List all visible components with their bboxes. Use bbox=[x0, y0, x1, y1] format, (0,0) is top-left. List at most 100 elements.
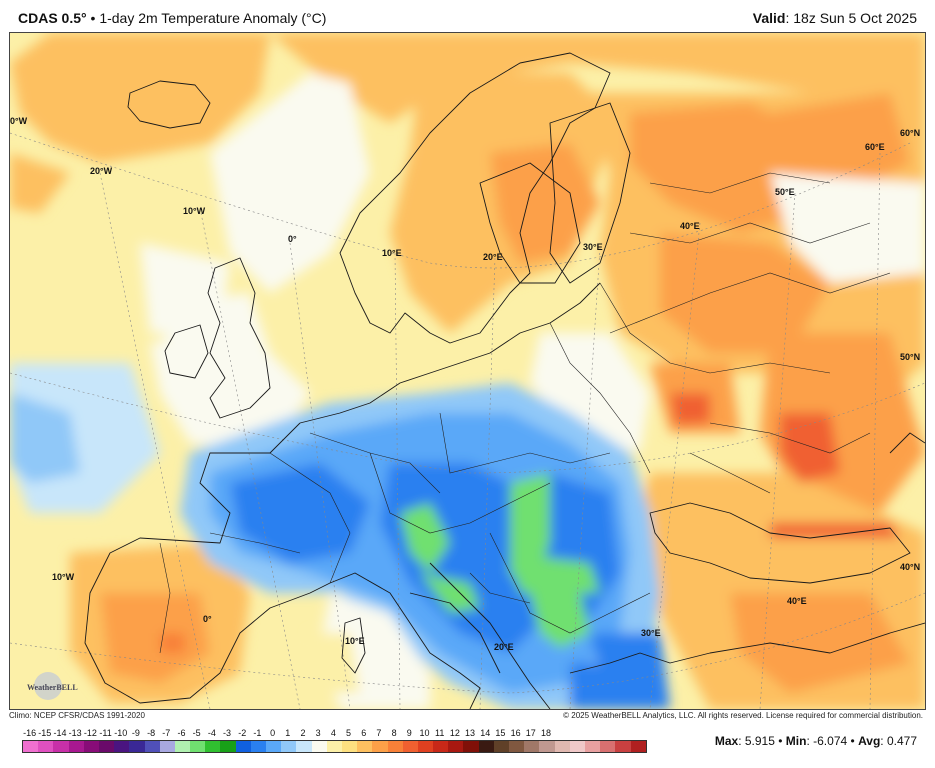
grid-label: 0° bbox=[288, 234, 297, 244]
colorbar-tick-label: -14 bbox=[53, 728, 67, 738]
colorbar-swatch bbox=[190, 741, 206, 752]
min-value: : -6.074 bbox=[806, 734, 848, 748]
colorbar-swatch bbox=[98, 741, 115, 752]
colorbar-swatch bbox=[341, 741, 358, 752]
colorbar-swatch bbox=[554, 741, 570, 752]
header: CDAS 0.5° • 1-day 2m Temperature Anomaly… bbox=[0, 0, 935, 32]
colorbar-swatch bbox=[372, 741, 388, 752]
colorbar-swatch bbox=[569, 741, 585, 752]
colorbar-swatch bbox=[433, 741, 449, 752]
colorbar-tick-label: 13 bbox=[465, 728, 476, 738]
colorbar-tick-label: 3 bbox=[315, 728, 321, 738]
grid-label: 30°E bbox=[583, 242, 603, 252]
colorbar-tick-label: 0 bbox=[270, 728, 276, 738]
colorbar-swatch bbox=[539, 741, 555, 752]
grid-label: 50°E bbox=[775, 187, 795, 197]
grid-label: 20°E bbox=[483, 252, 503, 262]
colorbar-swatch bbox=[584, 741, 601, 752]
colorbar-swatch bbox=[266, 741, 282, 752]
colorbar-tick-label: 6 bbox=[361, 728, 367, 738]
colorbar-tick-label: 1 bbox=[285, 728, 291, 738]
colorbar-swatch bbox=[326, 741, 342, 752]
valid-time-value: : 18z Sun 5 Oct 2025 bbox=[785, 10, 917, 26]
colorbar-swatch bbox=[250, 741, 266, 752]
colorbar-swatch bbox=[53, 741, 69, 752]
colorbar-swatch bbox=[296, 741, 312, 752]
grid-label: 30°E bbox=[641, 628, 661, 638]
grid-label: 0°W bbox=[10, 116, 28, 126]
colorbar-tick-label: 4 bbox=[330, 728, 336, 738]
coastlines bbox=[84, 52, 925, 709]
colorbar-tick-label: 5 bbox=[346, 728, 352, 738]
valid-time: Valid: 18z Sun 5 Oct 2025 bbox=[753, 10, 917, 26]
max-label: Max bbox=[714, 734, 739, 748]
colorbar-swatch bbox=[509, 741, 525, 752]
map-title: CDAS 0.5° • 1-day 2m Temperature Anomaly… bbox=[18, 10, 326, 26]
grid-label: 10°W bbox=[52, 572, 75, 582]
avg-label: Avg bbox=[858, 734, 881, 748]
colorbar-tick-label: 17 bbox=[525, 728, 536, 738]
colorbar-swatch bbox=[68, 741, 84, 752]
colorbar-swatch bbox=[417, 741, 434, 752]
colorbar-swatch bbox=[448, 741, 464, 752]
colorbar-tick-label: -15 bbox=[38, 728, 52, 738]
colorbar-swatch bbox=[23, 741, 39, 752]
climo-note: Climo: NCEP CFSR/CDAS 1991-2020 bbox=[9, 711, 145, 720]
colorbar-tick-label: -12 bbox=[83, 728, 97, 738]
colorbar-swatch bbox=[463, 741, 479, 752]
colorbar-tick-label: 7 bbox=[376, 728, 382, 738]
map-canvas: 0°W 20°W 10°W 0° 10°E 20°E 30°E 40°E 50°… bbox=[10, 33, 925, 709]
colorbar-tick-label: 12 bbox=[449, 728, 460, 738]
colorbar-labels: -16 -15 -14 -13 -12 -11 -10 -9 -8 -7 -6 -5 -4 -3 -2 -1 0… bbox=[22, 728, 647, 740]
borders bbox=[159, 172, 891, 654]
logo-text: WeatherBELL bbox=[27, 683, 78, 692]
colorbar-tick-label: -2 bbox=[238, 728, 247, 738]
colorbar-swatch bbox=[205, 741, 221, 752]
footer: Climo: NCEP CFSR/CDAS 1991-2020 © 2025 W… bbox=[0, 710, 935, 768]
colorbar-swatch bbox=[630, 741, 646, 752]
colorbar-tick-label: 2 bbox=[300, 728, 306, 738]
colorbar-tick-label: 8 bbox=[391, 728, 397, 738]
stats-separator: • bbox=[850, 734, 855, 748]
colorbar-swatch bbox=[281, 741, 297, 752]
colorbar-swatch bbox=[402, 741, 418, 752]
stats: Max: 5.915 • Min: -6.074 • Avg: 0.477 bbox=[715, 734, 917, 748]
colorbar-tick-label: -7 bbox=[162, 728, 171, 738]
colorbar-tick-label: -11 bbox=[99, 728, 112, 738]
grid-label: 40°E bbox=[680, 221, 700, 231]
colorbar-tick-label: 10 bbox=[419, 728, 430, 738]
colorbar-tick-label: -10 bbox=[114, 728, 128, 738]
colorbar-tick-label: -16 bbox=[23, 728, 37, 738]
colorbar-tick-label: -8 bbox=[147, 728, 156, 738]
colorbar-tick-label: 11 bbox=[434, 728, 445, 738]
colorbar-swatch bbox=[129, 741, 145, 752]
colorbar-tick-label: 16 bbox=[510, 728, 521, 738]
grid-label: 20°W bbox=[90, 166, 113, 176]
colorbar-swatch bbox=[174, 741, 191, 752]
grid-label: 20°E bbox=[494, 642, 514, 652]
colorbar-tick-label: -6 bbox=[177, 728, 186, 738]
stats-separator: • bbox=[778, 734, 783, 748]
colorbar-tick-label: 9 bbox=[406, 728, 412, 738]
colorbar-swatch bbox=[357, 741, 373, 752]
anomaly-map[interactable]: 0°W 20°W 10°W 0° 10°E 20°E 30°E 40°E 50°… bbox=[9, 32, 926, 710]
model-name: CDAS 0.5° bbox=[18, 10, 87, 26]
colorbar-tick-label: 18 bbox=[540, 728, 551, 738]
colorbar-swatch bbox=[387, 741, 403, 752]
graticule bbox=[10, 132, 925, 709]
colorbar-swatch bbox=[615, 741, 631, 752]
colorbar-swatch bbox=[38, 741, 54, 752]
grid-label: 50°N bbox=[900, 352, 920, 362]
colorbar-swatch bbox=[159, 741, 175, 752]
copyright-note: © 2025 WeatherBELL Analytics, LLC. All r… bbox=[563, 711, 923, 720]
grid-label: 10°E bbox=[345, 636, 365, 646]
colorbar-tick-label: -3 bbox=[223, 728, 232, 738]
colorbar-swatch bbox=[600, 741, 616, 752]
grid-label: 60°N bbox=[900, 128, 920, 138]
colorbar-swatch bbox=[114, 741, 130, 752]
grid-label: 10°W bbox=[183, 206, 206, 216]
colorbar-tick-label: -13 bbox=[68, 728, 82, 738]
colorbar-swatch bbox=[235, 741, 251, 752]
avg-value: : 0.477 bbox=[880, 734, 917, 748]
colorbar-swatches bbox=[22, 740, 647, 753]
